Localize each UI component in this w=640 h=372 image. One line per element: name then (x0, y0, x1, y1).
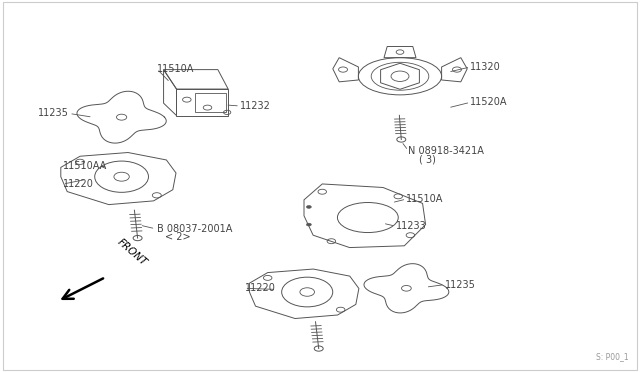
Text: 11235: 11235 (38, 109, 69, 118)
Text: 11520A: 11520A (470, 97, 508, 107)
Text: < 2>: < 2> (165, 232, 191, 242)
Text: 11510A: 11510A (406, 194, 444, 204)
Text: S: P00_1: S: P00_1 (596, 352, 628, 361)
Circle shape (307, 205, 311, 208)
Circle shape (307, 223, 311, 226)
Text: 11220: 11220 (244, 283, 275, 293)
Text: 11510A: 11510A (157, 64, 194, 74)
Text: 11233: 11233 (396, 221, 426, 231)
Text: B 08037-2001A: B 08037-2001A (157, 224, 232, 234)
Text: 11510AA: 11510AA (63, 161, 107, 170)
Text: ( 3): ( 3) (419, 154, 436, 164)
Text: N 08918-3421A: N 08918-3421A (408, 146, 484, 155)
Text: 11220: 11220 (63, 179, 93, 189)
Text: FRONT: FRONT (115, 237, 148, 268)
Text: 11232: 11232 (240, 101, 271, 111)
Text: 11320: 11320 (470, 62, 501, 72)
Text: 11235: 11235 (445, 280, 476, 289)
